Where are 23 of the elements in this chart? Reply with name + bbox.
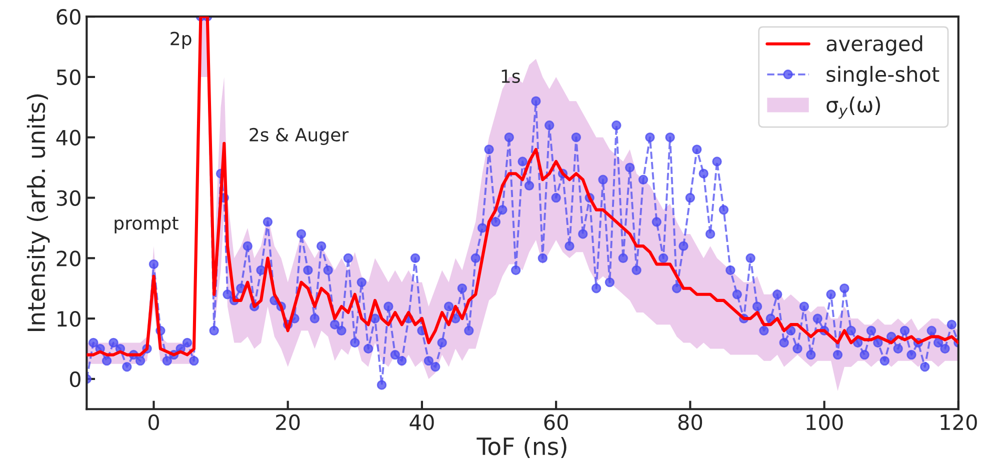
x-tick-label: 0 <box>148 414 159 430</box>
y-tick-label: 0 <box>70 371 80 388</box>
y-tick-label: 40 <box>56 130 80 146</box>
x-tick-label: 120 <box>940 414 977 430</box>
legend-label: averaged <box>826 35 922 56</box>
annotation: 2p <box>170 32 192 49</box>
x-tick-label: 60 <box>544 414 568 430</box>
annotation: 2s & Auger <box>250 128 349 146</box>
y-tick-label: 30 <box>56 190 80 206</box>
legend-label: σ$_{y}$(ω) <box>826 96 880 119</box>
x-tick-label: 40 <box>410 414 434 430</box>
y-tick-label: 60 <box>56 9 80 25</box>
annotation: 1s <box>502 70 520 84</box>
annotation: prompt <box>114 216 178 234</box>
x-tick-label: 80 <box>678 414 702 430</box>
y-tick-label: 50 <box>56 69 80 86</box>
legend-label: single-shot <box>826 66 940 86</box>
x-axis-title: ToF (ns) <box>476 436 566 458</box>
x-tick-label: 100 <box>806 414 843 430</box>
y-tick-label: 20 <box>56 250 80 266</box>
x-tick-label: 20 <box>276 414 300 430</box>
y-axis-title: Intensity (arb. units) <box>26 94 50 331</box>
y-tick-label: 10 <box>58 311 80 327</box>
